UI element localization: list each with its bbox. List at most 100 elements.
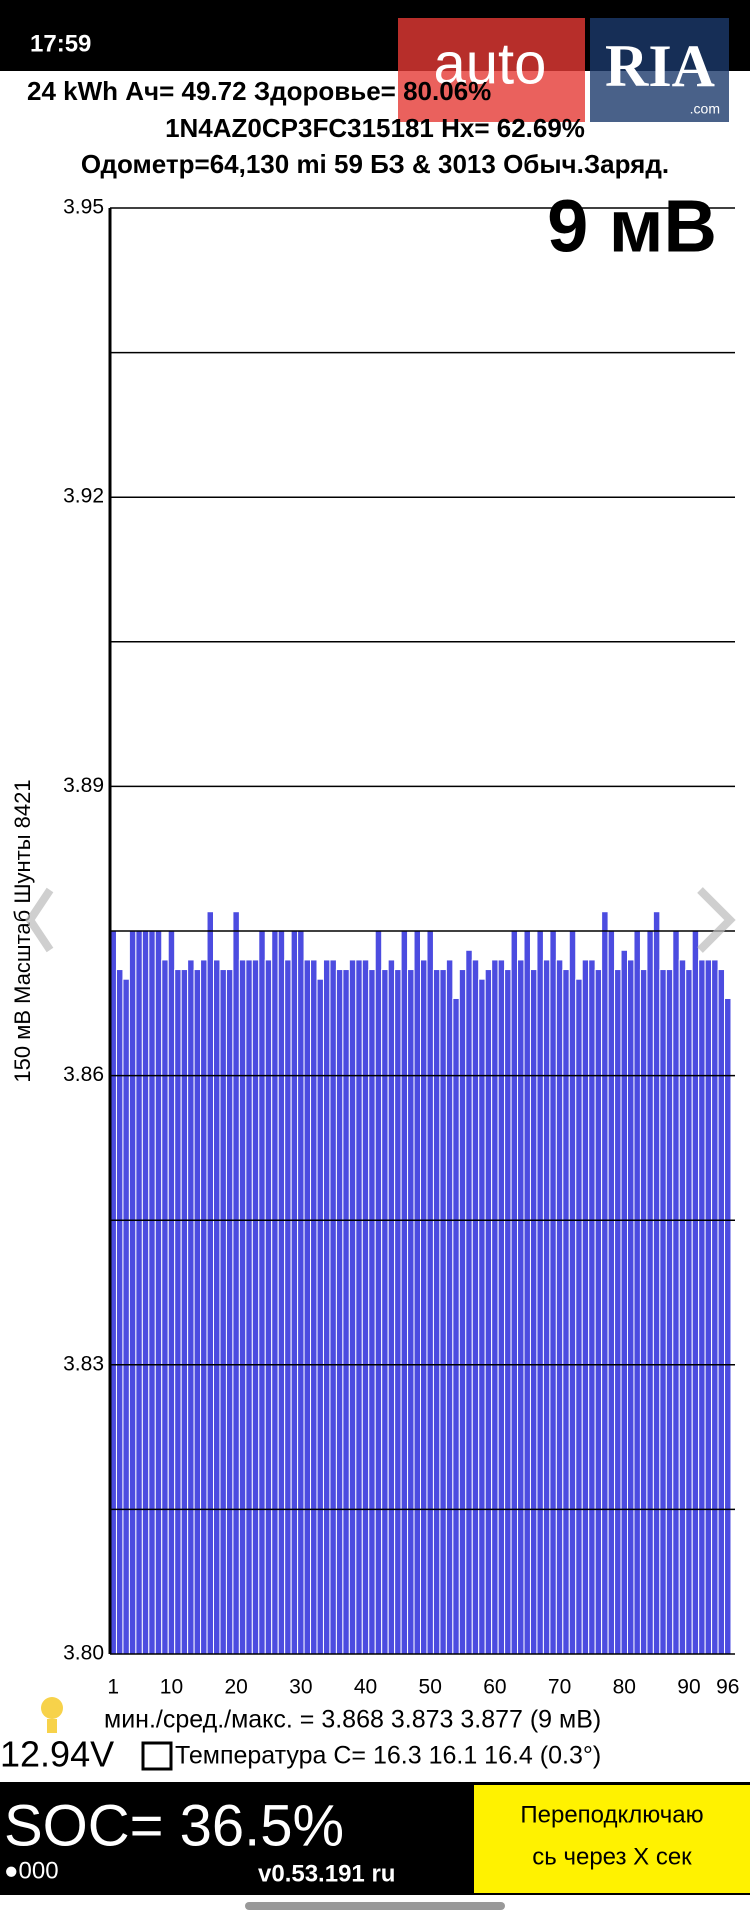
bar <box>200 959 208 1655</box>
bar <box>232 911 240 1655</box>
bar <box>342 969 350 1655</box>
x-tick-label: 10 <box>160 1676 183 1699</box>
watermark-red <box>398 18 585 122</box>
bar <box>452 997 460 1655</box>
bar <box>348 959 357 1655</box>
bar <box>407 969 415 1655</box>
bar <box>458 969 467 1655</box>
bar <box>161 959 169 1655</box>
bar <box>588 959 596 1655</box>
bar <box>439 969 447 1655</box>
bar <box>284 959 292 1655</box>
bar <box>387 959 396 1655</box>
bar <box>529 969 538 1655</box>
bar <box>174 969 182 1655</box>
bar <box>711 959 719 1655</box>
bar <box>575 978 583 1655</box>
header-line: 24 kWh Ач= 49.72 Здоровье= 80.06% <box>27 76 491 106</box>
y-tick-label: 3.86 <box>63 1063 104 1086</box>
bar <box>724 997 732 1655</box>
bar <box>542 959 551 1655</box>
bar <box>355 959 363 1655</box>
bar <box>141 930 150 1655</box>
bar <box>704 959 713 1655</box>
dots: ●000 <box>4 1857 59 1884</box>
bar <box>665 969 674 1655</box>
bar <box>167 930 176 1655</box>
bar <box>394 969 402 1655</box>
bar <box>568 930 577 1655</box>
bar <box>549 930 557 1655</box>
bar <box>213 959 221 1655</box>
bar <box>497 959 506 1655</box>
bar <box>368 969 376 1655</box>
bar <box>154 930 163 1655</box>
bar <box>122 978 130 1655</box>
x-tick-label: 90 <box>677 1676 700 1699</box>
bar <box>400 930 409 1655</box>
y-tick-label: 3.83 <box>63 1352 104 1375</box>
watermark-text: .com <box>690 101 720 117</box>
reconnect-button[interactable] <box>474 1785 750 1893</box>
button-text: Переподключаю <box>520 1801 703 1828</box>
bar <box>523 930 531 1655</box>
y-tick-label: 3.95 <box>63 196 104 219</box>
bar <box>691 930 700 1655</box>
watermark-text: auto <box>434 31 547 96</box>
y-tick-label: 3.89 <box>63 774 104 797</box>
bar <box>627 959 635 1655</box>
bar <box>322 959 331 1655</box>
bar <box>471 959 480 1655</box>
bar <box>633 930 641 1655</box>
bar <box>148 930 156 1655</box>
bar <box>432 969 441 1655</box>
y-tick-label: 3.80 <box>63 1642 104 1665</box>
aux-voltage: 12.94V <box>0 1734 114 1775</box>
bar <box>251 959 260 1655</box>
chart-title: 9 мВ <box>547 185 717 268</box>
plot: 3.80 3.83 3.86 3.89 3.92 3.95 1 10 20 30 40 50 60 70 8… <box>63 196 739 1699</box>
bar <box>303 959 312 1655</box>
bar <box>465 949 473 1655</box>
bar <box>717 969 726 1655</box>
next-arrow[interactable] <box>697 887 736 953</box>
soc: SOC= 36.5% <box>4 1793 344 1858</box>
x-tick-label: 20 <box>224 1676 247 1699</box>
bar <box>290 930 299 1655</box>
bar <box>698 959 706 1655</box>
bar <box>193 969 202 1655</box>
y-axis-label: 150 мВ Масштаб Шунты 8421 <box>10 779 35 1082</box>
bar <box>581 959 590 1655</box>
clock: 17:59 <box>30 30 91 57</box>
header-line: Одометр=64,130 mi 59 БЗ & 3013 Обыч.Заря… <box>81 149 669 179</box>
bar <box>413 930 421 1655</box>
calendar-icon <box>141 1741 173 1771</box>
bar <box>536 930 544 1655</box>
bar <box>555 959 564 1655</box>
bar <box>187 959 195 1655</box>
header-line: 1N4AZ0CP3FC315181 Hx= 62.69% <box>165 113 585 143</box>
bar <box>135 930 143 1655</box>
x-tick-label: 96 <box>716 1676 739 1699</box>
bar <box>271 930 279 1655</box>
bar <box>381 969 389 1655</box>
bar <box>659 969 667 1655</box>
bar <box>115 969 124 1655</box>
bar <box>420 959 428 1655</box>
bar <box>238 959 247 1655</box>
button-text: сь через Х сек <box>532 1843 692 1870</box>
x-tick-label: 70 <box>548 1676 571 1699</box>
bar <box>614 969 622 1655</box>
bar <box>206 911 214 1655</box>
bar <box>219 969 227 1655</box>
x-tick-label: 50 <box>419 1676 442 1699</box>
bar <box>652 911 661 1655</box>
version: v0.53.191 ru <box>258 1860 395 1887</box>
bar <box>361 959 370 1655</box>
bar <box>310 959 318 1655</box>
bar <box>329 959 337 1655</box>
bar <box>445 959 454 1655</box>
bulb-icon <box>41 1697 63 1719</box>
prev-arrow[interactable] <box>25 887 54 953</box>
